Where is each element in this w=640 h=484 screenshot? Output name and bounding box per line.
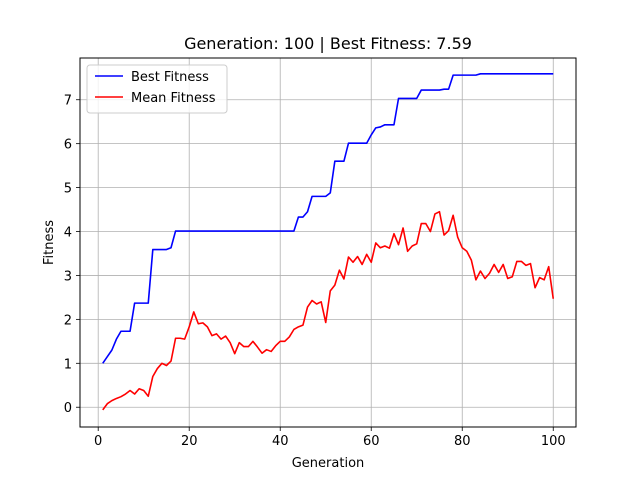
y-tick-label: 0 — [64, 401, 72, 416]
legend-box — [86, 64, 228, 114]
x-axis-label: Generation — [292, 456, 365, 471]
axis-ticks: 0 20 40 60 80 100 0 1 2 3 4 5 6 7 — [64, 94, 566, 449]
legend-label-mean-fitness: Mean Fitness — [131, 91, 216, 106]
y-tick-label: 7 — [64, 94, 72, 109]
x-tick-label: 0 — [94, 434, 102, 449]
legend-label-best-fitness: Best Fitness — [131, 70, 209, 85]
series-line-mean-fitness — [102, 210, 555, 411]
y-tick-label: 3 — [64, 269, 72, 284]
y-tick-label: 6 — [64, 138, 72, 153]
y-tick-label: 5 — [64, 182, 72, 197]
y-tick-label: 1 — [64, 357, 72, 372]
series-lines — [102, 73, 555, 411]
x-tick-label: 60 — [363, 434, 380, 449]
x-tick-label: 100 — [541, 434, 566, 449]
x-tick-label: 80 — [454, 434, 471, 449]
series-line-best-fitness — [102, 73, 554, 364]
x-tick-label: 20 — [181, 434, 198, 449]
x-tick-label: 40 — [272, 434, 289, 449]
y-tick-label: 2 — [64, 313, 72, 328]
legend: Best Fitness Mean Fitness — [86, 64, 228, 114]
plot-frame — [79, 57, 577, 428]
chart-title: Generation: 100 | Best Fitness: 7.59 — [184, 34, 472, 53]
y-axis-label: Fitness — [42, 220, 57, 265]
y-tick-label: 4 — [64, 226, 72, 241]
